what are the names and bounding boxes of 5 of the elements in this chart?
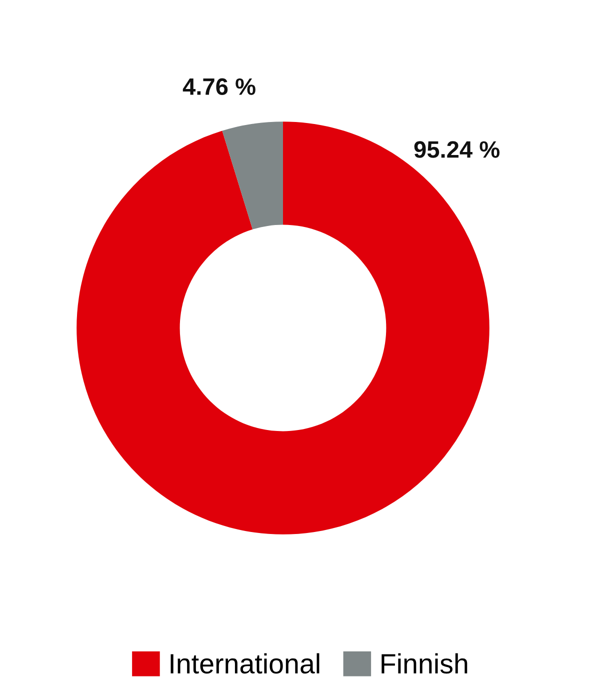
legend-label: International — [170, 653, 320, 674]
data-label: 4.76 % — [182, 78, 256, 95]
legend-label: Finnish — [382, 653, 468, 674]
data-label: 95.24 % — [414, 141, 500, 158]
donut-slice — [222, 122, 283, 230]
